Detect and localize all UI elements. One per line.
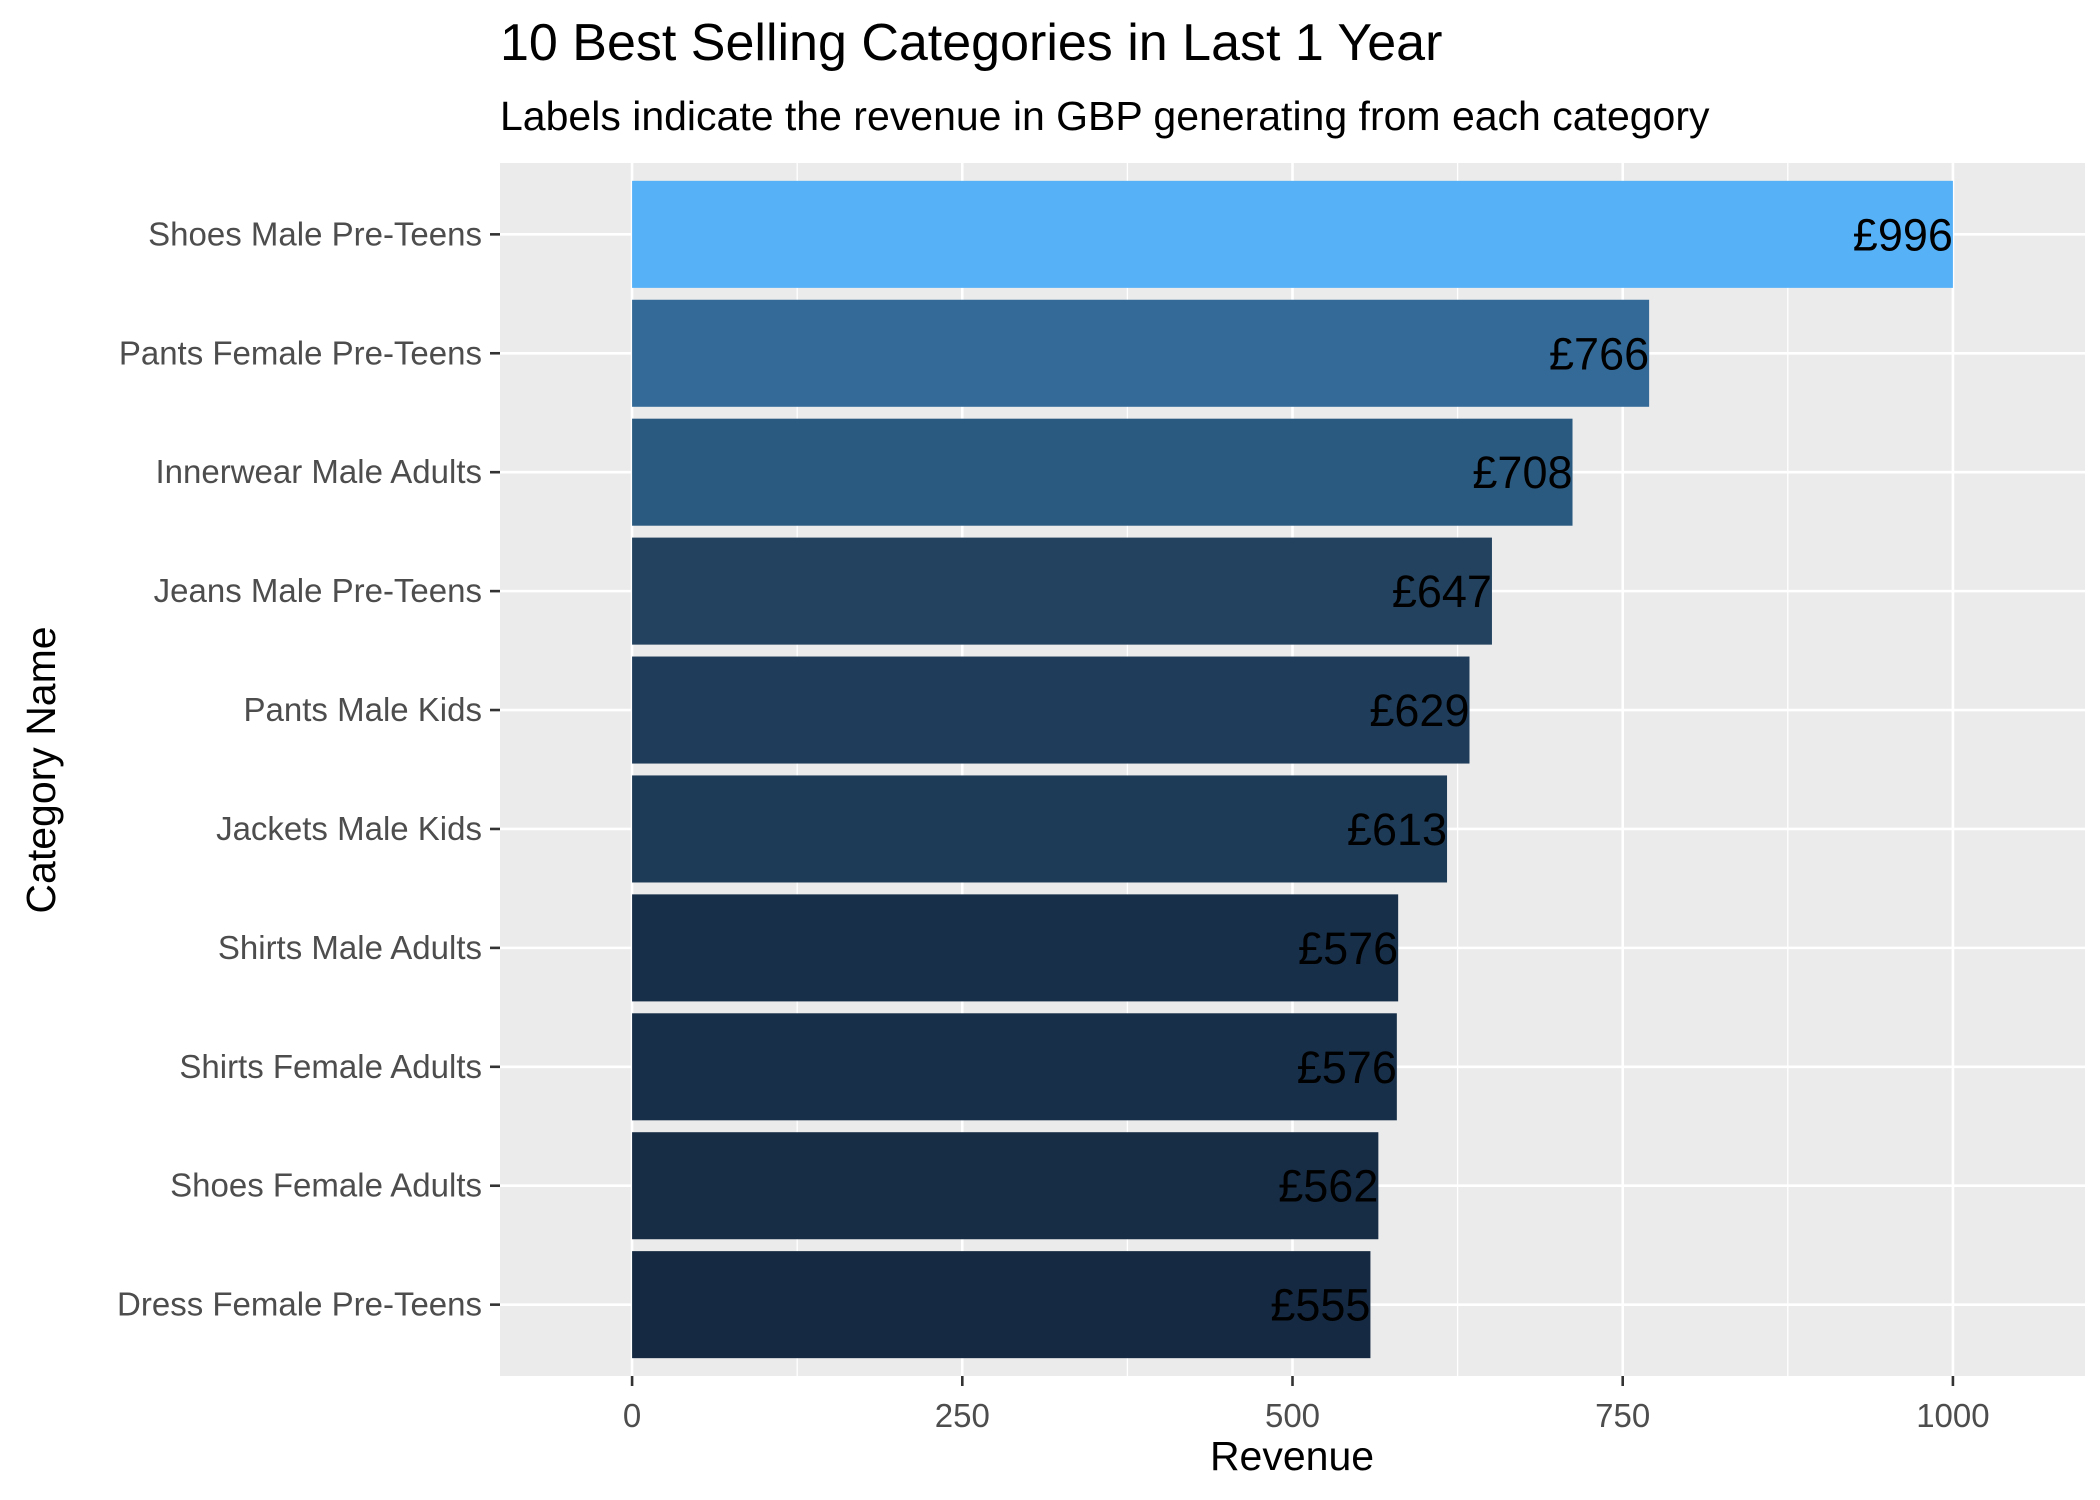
y-tick-label: Jeans Male Pre-Teens [154, 572, 482, 609]
bar-value-label: £613 [1347, 804, 1447, 855]
x-tick-label: 0 [623, 1397, 641, 1434]
bar-value-label: £576 [1298, 923, 1398, 974]
y-tick-label: Shoes Male Pre-Teens [148, 215, 482, 252]
bar-value-label: £562 [1278, 1161, 1378, 1212]
bar-value-label: £766 [1549, 328, 1649, 379]
bar [632, 894, 1399, 1002]
y-tick-label: Pants Female Pre-Teens [119, 334, 482, 371]
x-axis-title: Revenue [1210, 1433, 1374, 1479]
y-tick-label: Jackets Male Kids [216, 810, 482, 847]
bar [632, 775, 1448, 883]
bar [632, 1251, 1371, 1359]
bar [632, 1013, 1397, 1121]
y-tick-label: Shoes Female Adults [170, 1167, 482, 1204]
x-tick-label: 750 [1595, 1397, 1650, 1434]
y-tick-label: Pants Male Kids [244, 691, 482, 728]
x-tick-label: 1000 [1916, 1397, 1989, 1434]
bar [632, 1132, 1379, 1240]
bar-value-label: £996 [1853, 209, 1953, 260]
bar [632, 299, 1650, 407]
y-axis: Shoes Male Pre-Teens Pants Female Pre-Tee… [117, 215, 500, 1323]
x-tick-label: 500 [1265, 1397, 1320, 1434]
bar-value-label: £708 [1472, 447, 1572, 498]
data-labels: £996 £766 £708 £647 £629 £613 £576 £576 £562 £555 [1270, 209, 1953, 1330]
y-axis-title: Category Name [18, 626, 64, 913]
bar [632, 180, 1953, 288]
bar [632, 537, 1492, 645]
bar-value-label: £555 [1270, 1280, 1370, 1331]
chart-title: 10 Best Selling Categories in Last 1 Yea… [500, 14, 1442, 72]
bars [632, 180, 1953, 1359]
bar [632, 418, 1573, 526]
bar-value-label: £576 [1297, 1042, 1397, 1093]
bar-value-label: £647 [1392, 566, 1492, 617]
bar [632, 656, 1470, 764]
y-tick-label: Shirts Female Adults [179, 1048, 482, 1085]
x-axis: 0 250 500 750 1000 [623, 1376, 1990, 1434]
chart-subtitle: Labels indicate the revenue in GBP gener… [500, 93, 1710, 139]
x-tick-label: 250 [935, 1397, 990, 1434]
bar-value-label: £629 [1369, 685, 1469, 736]
y-tick-label: Shirts Male Adults [218, 929, 482, 966]
y-tick-label: Innerwear Male Adults [155, 453, 482, 490]
y-tick-label: Dress Female Pre-Teens [117, 1286, 482, 1323]
